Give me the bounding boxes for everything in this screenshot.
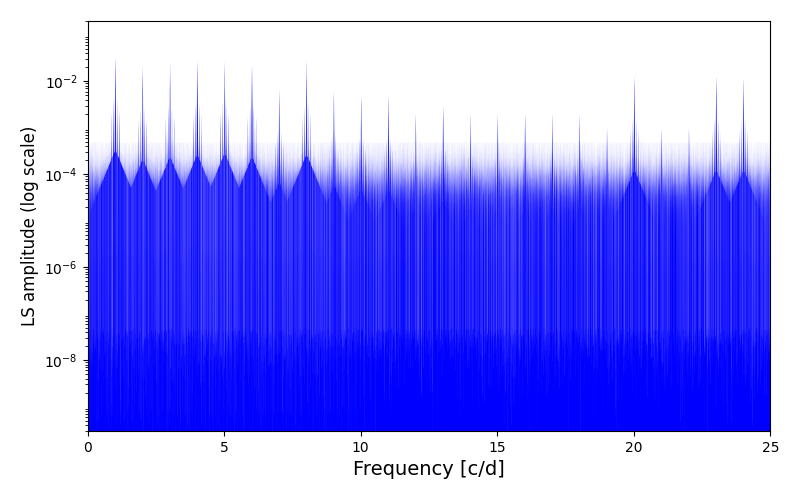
Y-axis label: LS amplitude (log scale): LS amplitude (log scale) [21, 126, 39, 326]
X-axis label: Frequency [c/d]: Frequency [c/d] [353, 460, 505, 479]
